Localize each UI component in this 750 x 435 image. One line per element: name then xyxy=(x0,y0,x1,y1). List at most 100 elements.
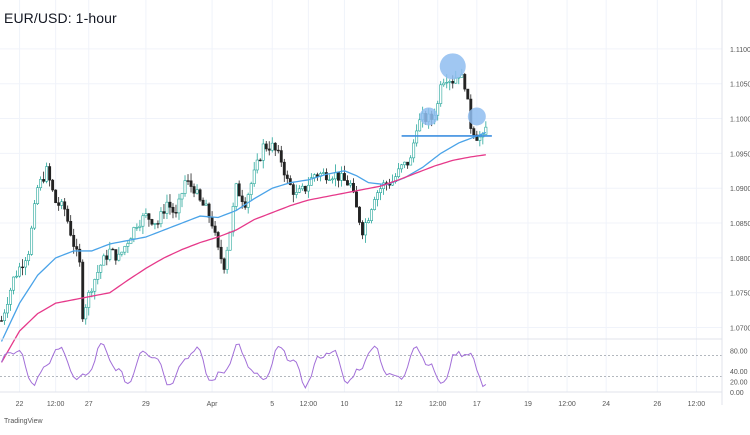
candle-body xyxy=(84,307,88,320)
indicator-tick-label: 20.00 xyxy=(730,380,748,387)
candle-body xyxy=(400,164,404,170)
candle-body xyxy=(192,186,196,194)
candle-body xyxy=(132,227,136,240)
candle-body xyxy=(6,304,9,314)
candle-body xyxy=(162,211,166,214)
candle-body xyxy=(336,172,340,181)
candle-body xyxy=(463,74,467,90)
candle-body xyxy=(213,225,217,233)
candle-body xyxy=(219,246,223,260)
candle-body xyxy=(210,217,214,227)
candle-body xyxy=(168,201,172,208)
candle-body xyxy=(189,180,193,187)
ma-slow-line xyxy=(0,154,486,363)
candle-body xyxy=(33,203,37,229)
candle-body xyxy=(207,203,211,218)
candle-body xyxy=(126,243,130,247)
candle-body xyxy=(48,166,52,181)
candle-body xyxy=(475,134,479,141)
candle-body xyxy=(297,188,301,193)
time-tick-label: 19 xyxy=(524,401,532,408)
candle-body xyxy=(96,272,100,280)
candle-body xyxy=(39,179,43,189)
candle-body xyxy=(153,223,157,225)
oscillator-line xyxy=(1,342,487,389)
candle-body xyxy=(484,126,488,135)
candle-body xyxy=(255,159,259,171)
candle-body xyxy=(246,194,250,208)
indicator-tick-label: 80.00 xyxy=(730,348,748,355)
candle-body xyxy=(156,223,160,225)
candle-body xyxy=(355,191,358,208)
candle-body xyxy=(270,142,274,151)
candle-body xyxy=(279,150,283,163)
brand-watermark: TradingView xyxy=(4,418,43,425)
time-tick-label: Apr xyxy=(207,401,219,408)
candle-body xyxy=(141,215,145,227)
price-tick-label: 1.09000 xyxy=(730,186,750,193)
candle-body xyxy=(346,180,349,186)
candle-body xyxy=(30,227,34,255)
candle-body xyxy=(240,195,244,202)
price-tick-label: 1.07000 xyxy=(730,326,750,333)
candle-body xyxy=(54,189,58,204)
candle-body xyxy=(303,185,307,192)
candle-body xyxy=(364,222,367,236)
candle-body xyxy=(403,161,407,166)
candle-body xyxy=(409,157,413,166)
candle-body xyxy=(120,251,124,255)
candle-body xyxy=(343,173,346,181)
candle-body xyxy=(294,192,298,195)
candle-body xyxy=(114,249,118,261)
candle-body xyxy=(451,81,455,84)
candles xyxy=(0,68,488,325)
candle-body xyxy=(273,142,277,151)
candle-body xyxy=(288,178,292,185)
candle-body xyxy=(472,128,476,136)
candle-body xyxy=(264,143,268,150)
candle-body xyxy=(105,255,109,260)
candle-body xyxy=(93,279,97,292)
candle-body xyxy=(442,82,446,86)
candle-body xyxy=(144,213,148,217)
time-tick-label: 22 xyxy=(16,401,24,408)
candle-body xyxy=(195,189,199,194)
time-tick-label: 12:00 xyxy=(558,401,576,408)
time-tick-label: 29 xyxy=(142,401,150,408)
time-tick-label: 12 xyxy=(395,401,403,408)
price-tick-label: 1.10500 xyxy=(730,82,750,89)
candle-body xyxy=(63,201,67,210)
candle-body xyxy=(478,136,482,141)
candle-body xyxy=(285,174,289,179)
candle-body xyxy=(159,211,163,225)
candle-body xyxy=(300,185,304,190)
candle-body xyxy=(102,255,106,266)
candle-body xyxy=(66,208,70,222)
candle-body xyxy=(367,220,370,223)
candle-body xyxy=(228,231,232,251)
candle-body xyxy=(12,276,15,291)
candle-body xyxy=(466,88,470,100)
pattern-marker xyxy=(419,107,438,126)
candle-body xyxy=(78,248,82,263)
candle-body xyxy=(42,179,46,182)
candle-body xyxy=(321,172,325,174)
candle-body xyxy=(177,198,181,214)
oscillator-pane xyxy=(0,338,722,389)
candle-body xyxy=(276,149,280,152)
candle-body xyxy=(448,81,452,83)
candle-body xyxy=(75,246,79,250)
candle-body xyxy=(117,253,121,261)
candle-body xyxy=(69,220,73,236)
pattern-overlay xyxy=(401,53,492,137)
time-tick-label: 10 xyxy=(341,401,349,408)
price-tick-label: 1.10000 xyxy=(730,117,750,124)
candle-body xyxy=(237,183,241,197)
candle-body xyxy=(358,206,361,223)
pattern-marker xyxy=(467,107,486,126)
candle-body xyxy=(198,189,202,201)
candle-body xyxy=(174,212,178,214)
candle-body xyxy=(81,261,85,320)
candle-body xyxy=(36,187,40,205)
